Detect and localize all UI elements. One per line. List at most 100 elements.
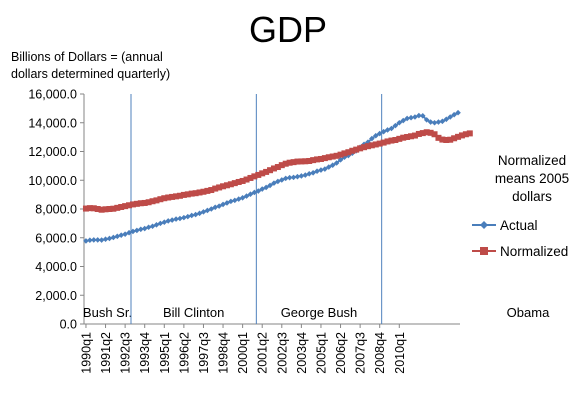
y-tick-label: 4,000.0: [35, 260, 77, 274]
data-point-normalized: [188, 190, 195, 197]
note-line-1: Normalized: [498, 153, 566, 168]
data-point-normalized: [251, 173, 258, 180]
legend-entry-normalized: Normalized: [472, 244, 568, 259]
data-point-actual: [431, 119, 438, 126]
data-point-actual: [102, 236, 109, 242]
data-point-actual: [404, 115, 410, 122]
data-point-actual: [290, 174, 297, 181]
data-point-actual: [302, 172, 309, 178]
data-point-actual: [130, 228, 136, 235]
x-tick-label: 1990q1: [79, 332, 93, 374]
data-point-normalized: [361, 144, 368, 151]
data-point-normalized: [408, 133, 415, 140]
data-point-normalized: [118, 203, 125, 210]
data-point-actual: [419, 113, 426, 119]
data-point-actual: [408, 114, 414, 121]
data-point-actual: [286, 174, 293, 181]
data-point-normalized: [321, 155, 328, 162]
data-point-actual: [181, 214, 187, 221]
data-point-normalized: [204, 187, 211, 194]
data-point-actual: [177, 215, 183, 222]
data-point-actual: [298, 173, 305, 179]
data-point-actual: [228, 198, 234, 205]
data-point-actual: [137, 226, 144, 233]
data-point-actual: [259, 186, 266, 192]
data-point-normalized: [411, 132, 418, 139]
x-tick-label: 2008q4: [373, 332, 387, 374]
data-point-actual: [416, 112, 422, 119]
data-point-normalized: [290, 159, 297, 166]
data-point-normalized: [349, 147, 356, 154]
data-point-actual: [255, 188, 262, 194]
x-tick-label: 1992q3: [119, 332, 133, 374]
data-point-actual: [188, 212, 195, 219]
y-axis-label-line-1: Billions of Dollars = (annual: [11, 50, 163, 64]
data-point-normalized: [98, 206, 105, 213]
series-line-actual: [85, 111, 459, 242]
data-point-normalized: [227, 181, 234, 188]
data-point-normalized: [439, 136, 446, 143]
x-tick-label: 1995q1: [158, 332, 172, 374]
data-point-normalized: [404, 133, 411, 140]
data-point-normalized: [423, 129, 430, 136]
y-tick-label: 0.0: [60, 318, 77, 332]
data-point-normalized: [239, 177, 246, 184]
data-point-normalized: [286, 159, 293, 166]
data-point-actual: [451, 111, 457, 118]
era-label: Obama: [507, 305, 550, 320]
data-point-actual: [278, 177, 285, 183]
era-label: George Bush: [281, 305, 358, 320]
data-point-normalized: [82, 205, 89, 212]
data-point-actual: [208, 206, 215, 212]
data-point-normalized: [169, 193, 176, 200]
data-point-normalized: [200, 188, 207, 195]
data-point-actual: [392, 122, 399, 129]
data-point-actual: [87, 237, 93, 243]
data-point-actual: [443, 116, 450, 123]
data-point-normalized: [278, 162, 285, 169]
data-point-normalized: [161, 195, 168, 202]
data-point-normalized: [427, 129, 434, 136]
y-tick-label: 12,000.0: [28, 145, 77, 159]
data-point-normalized: [129, 201, 136, 208]
data-point-normalized: [141, 199, 148, 206]
data-point-normalized: [306, 157, 313, 164]
data-point-actual: [235, 196, 242, 202]
data-point-normalized: [235, 178, 242, 185]
legend: Actual Normalized: [472, 218, 568, 259]
data-point-actual: [94, 237, 101, 243]
data-point-normalized: [302, 158, 309, 165]
data-point-actual: [83, 238, 89, 244]
data-point-actual: [239, 194, 246, 201]
data-point-actual: [333, 160, 340, 166]
data-point-actual: [372, 132, 379, 139]
x-tick-label: 1991q2: [99, 332, 113, 374]
x-tick-label: 1993q4: [138, 332, 152, 374]
data-point-normalized: [458, 132, 465, 139]
data-point-actual: [173, 216, 179, 222]
data-point-actual: [243, 193, 250, 199]
data-point-normalized: [223, 182, 230, 189]
data-point-normalized: [157, 196, 164, 203]
data-point-normalized: [102, 206, 109, 213]
data-point-normalized: [247, 174, 254, 181]
data-point-normalized: [372, 141, 379, 148]
data-point-actual: [141, 225, 148, 232]
data-point-normalized: [133, 200, 140, 207]
data-point-actual: [396, 119, 403, 126]
data-point-actual: [169, 217, 175, 223]
data-point-normalized: [196, 189, 203, 196]
note-line-3: dollars: [512, 189, 552, 204]
data-point-actual: [212, 204, 219, 211]
era-label: Bill Clinton: [163, 305, 224, 320]
y-tick-label: 8,000.0: [35, 203, 77, 217]
data-point-actual: [118, 232, 125, 238]
data-point-normalized: [184, 191, 191, 198]
x-tick-label: 2005q1: [314, 332, 328, 374]
data-point-actual: [455, 109, 461, 116]
data-point-actual: [98, 237, 105, 243]
y-tick-label: 2,000.0: [35, 289, 77, 303]
data-point-normalized: [415, 130, 422, 137]
data-point-normalized: [357, 145, 364, 152]
